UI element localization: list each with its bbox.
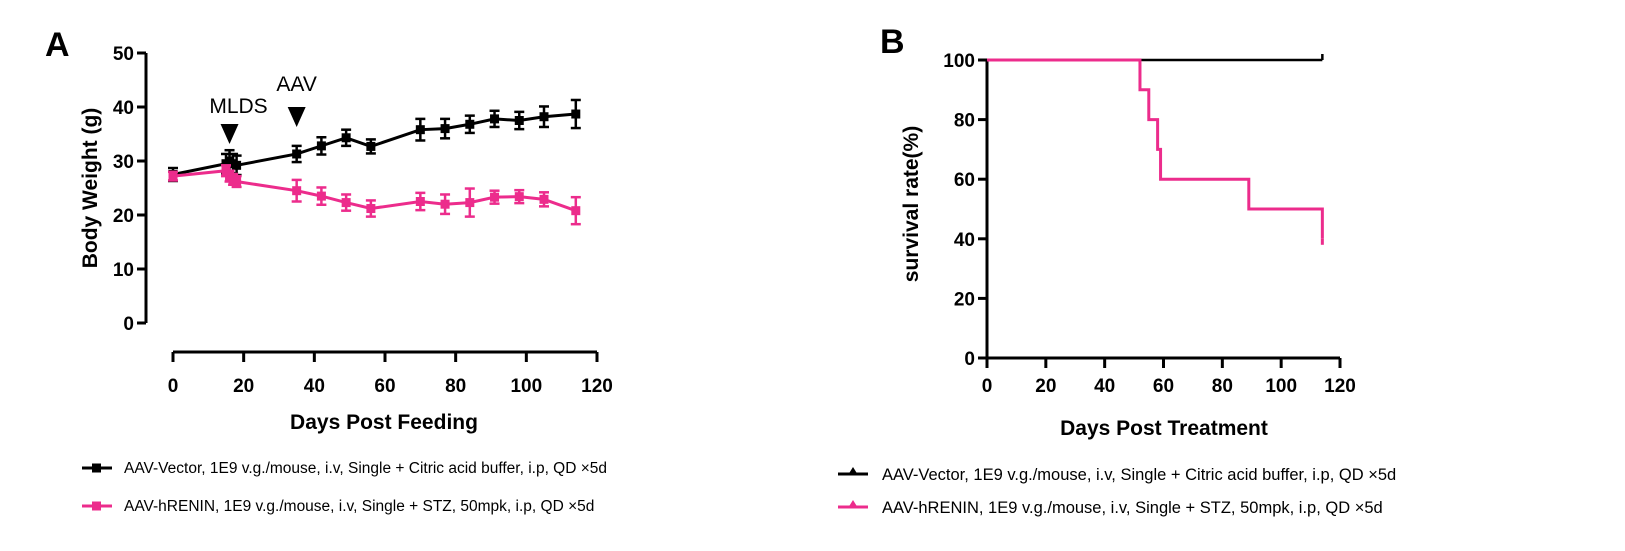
panel-b-y-tick-label: 0 [964, 349, 975, 370]
panel-a-x-tick-label: 0 [168, 376, 179, 397]
panel-b-x-tick-label: 60 [1153, 376, 1174, 397]
panel-b-legend-hrenin-label: AAV-hRENIN, 1E9 v.g./mouse, i.v, Single … [882, 499, 1383, 517]
panel-b-letter: B [880, 23, 905, 61]
panel-b-y-axis-title: survival rate(%) [900, 126, 923, 282]
panel-b-x-tick-label: 20 [1035, 376, 1056, 397]
panel-a-hrenin-point [341, 198, 351, 208]
panel-a-x-axis-title: Days Post Feeding [290, 411, 478, 434]
panel-b-legend: AAV-Vector, 1E9 v.g./mouse, i.v, Single … [838, 466, 1396, 517]
panel-a-y-axis-title: Body Weight (g) [79, 108, 102, 269]
panel-b-y-tick-label: 20 [954, 289, 975, 310]
panel-a-hrenin-point [415, 197, 425, 206]
panel-a-plot-area [168, 98, 581, 226]
panel-a-x-tick-label: 120 [581, 376, 613, 397]
panel-a-hrenin-point [440, 199, 450, 209]
panel-a-legend-vector-marker [92, 463, 101, 473]
panel-a: A 0 20 40 60 80 100 120 0 10 20 30 40 50 Days Post F… [45, 26, 613, 515]
panel-a-x-tick-label: 60 [374, 376, 395, 397]
panel-b-x-tick-label: 100 [1265, 376, 1297, 397]
panel-a-hrenin-point [292, 186, 302, 196]
panel-a-annotation-aav-arrow [287, 107, 306, 127]
panel-a-vector-point [316, 141, 326, 151]
panel-a-legend: AAV-Vector, 1E9 v.g./mouse, i.v, Single … [82, 460, 607, 515]
panel-a-x-tick-label: 20 [233, 376, 254, 397]
panel-a-vector-point [490, 114, 500, 124]
panel-a-y-tick-label: 20 [113, 206, 134, 227]
panel-b-legend-hrenin-marker [848, 500, 858, 508]
panel-a-y-tick-label: 50 [113, 44, 134, 65]
panel-b-y-tick-label: 80 [954, 111, 975, 132]
panel-a-axes: 0 20 40 60 80 100 120 0 10 20 30 40 50 [113, 44, 613, 397]
panel-b-axes: 0 20 40 60 80 100 120 0 20 40 60 80 100 [943, 51, 1356, 397]
panel-a-hrenin-point [514, 192, 524, 202]
panel-a-legend-vector-label: AAV-Vector, 1E9 v.g./mouse, i.v, Single … [124, 460, 607, 477]
panel-a-annotation-mlds-arrow [220, 124, 239, 144]
panel-b-x-tick-label: 120 [1324, 376, 1356, 397]
panel-a-hrenin-point [168, 171, 178, 181]
panel-b-plot-area [987, 54, 1324, 245]
panel-a-letter: A [45, 26, 70, 64]
panel-a-y-tick-label: 10 [113, 260, 134, 281]
panel-a-legend-hrenin-marker [92, 501, 101, 511]
panel-b: B 0 20 40 60 80 100 120 0 20 40 60 80 100 Days Post … [838, 23, 1396, 517]
panel-a-y-tick-label: 40 [113, 98, 134, 119]
panel-a-annotation-mlds-label: MLDS [209, 95, 267, 118]
panel-a-y-tick-label: 30 [113, 152, 134, 173]
panel-a-vector-point [440, 124, 450, 134]
panel-b-y-tick-label: 100 [943, 51, 975, 72]
panel-a-hrenin-point [465, 198, 475, 208]
panel-a-vector-point [415, 125, 425, 135]
panel-a-vector-point [465, 119, 475, 129]
panel-a-x-tick-label: 80 [445, 376, 466, 397]
panel-b-y-tick-label: 60 [954, 170, 975, 191]
panel-a-hrenin-point [571, 206, 581, 216]
panel-a-hrenin-point [490, 192, 500, 202]
panel-a-hrenin-point [539, 194, 549, 204]
panel-a-vector-point [341, 133, 351, 143]
panel-a-y-tick-label: 0 [123, 314, 134, 335]
panel-a-vector-point [232, 160, 242, 170]
panel-a-x-tick-label: 40 [304, 376, 325, 397]
panel-a-hrenin-point [366, 204, 376, 214]
panel-b-x-tick-label: 0 [982, 376, 993, 397]
panel-a-x-tick-label: 100 [510, 376, 542, 397]
panel-a-annotations: MLDS AAV [209, 73, 317, 144]
panel-b-y-tick-label: 40 [954, 230, 975, 251]
panel-b-series-hrenin-curve [987, 58, 1324, 239]
panel-b-x-axis-title: Days Post Treatment [1060, 417, 1268, 440]
panel-a-vector-point [539, 112, 549, 122]
panel-b-x-tick-label: 80 [1212, 376, 1233, 397]
panel-a-vector-point [571, 109, 581, 119]
panel-a-annotation-aav-label: AAV [276, 73, 316, 96]
panel-a-legend-hrenin-label: AAV-hRENIN, 1E9 v.g./mouse, i.v, Single … [124, 498, 594, 515]
panel-a-hrenin-point [232, 177, 242, 187]
panel-a-vector-point [514, 116, 524, 125]
panel-a-vector-point [366, 141, 376, 151]
panel-a-vector-point [292, 149, 302, 159]
panel-b-legend-vector-marker [848, 467, 858, 475]
panel-b-legend-vector-label: AAV-Vector, 1E9 v.g./mouse, i.v, Single … [882, 466, 1396, 484]
panel-b-x-tick-label: 40 [1094, 376, 1115, 397]
panel-a-hrenin-point [316, 191, 326, 201]
